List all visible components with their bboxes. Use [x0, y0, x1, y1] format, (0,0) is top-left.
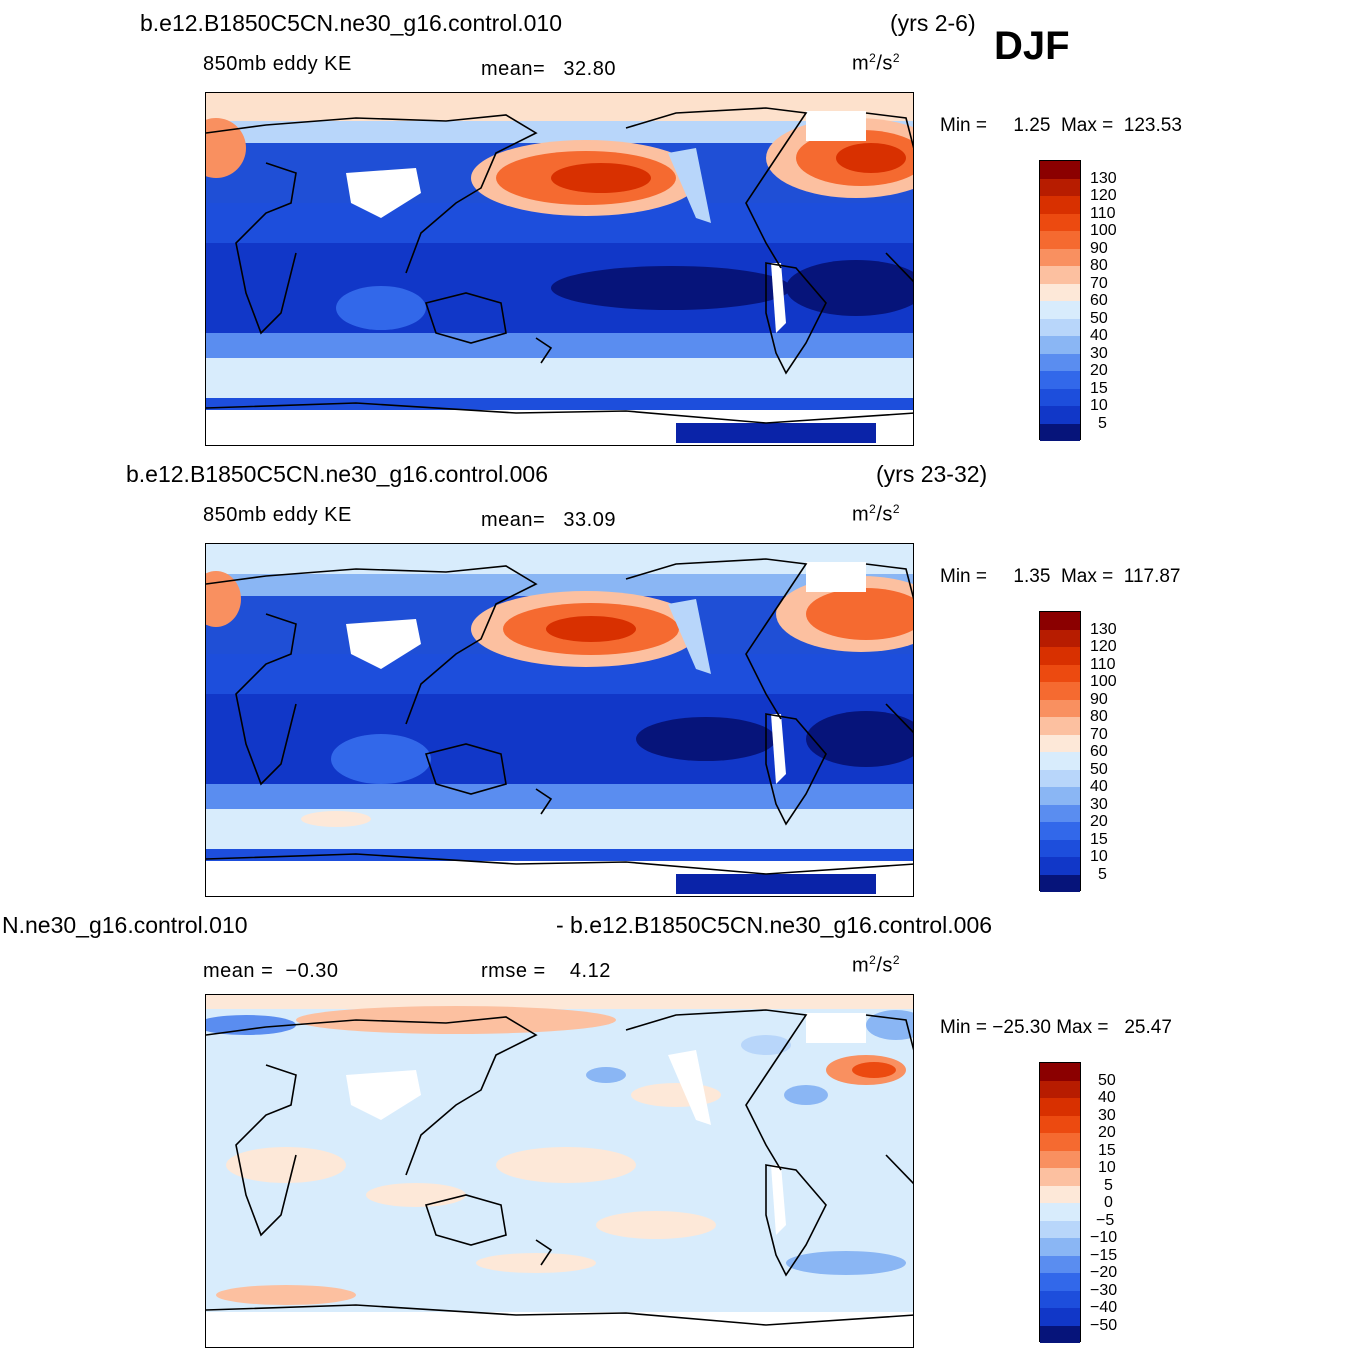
- panel2-variable: 850mb eddy KE: [203, 504, 352, 526]
- panel3-map: [205, 994, 914, 1348]
- panel1-cbar-label: 40: [1090, 327, 1108, 344]
- panel2-years: (yrs 23-32): [876, 461, 988, 487]
- panel1-cbar-label: 15: [1090, 380, 1108, 397]
- panel1-cbar-label: 110: [1090, 205, 1116, 222]
- panel2-cbar-label: 90: [1090, 691, 1108, 708]
- panel1-cbar-label: 10: [1090, 397, 1108, 414]
- panel3-minmax: Min = −25.30 Max = 25.47: [940, 1017, 1172, 1038]
- panel2-minmax: Min = 1.35 Max = 117.87: [940, 566, 1181, 587]
- panel1-map-field: [206, 93, 913, 445]
- panel3-cbar-label: 30: [1098, 1107, 1116, 1124]
- panel3-cbar-label: 20: [1098, 1124, 1116, 1141]
- panel3-cbar-label: −40: [1090, 1299, 1118, 1316]
- panel2-cbar-label: 80: [1090, 708, 1108, 725]
- panel2-cbar-label: 30: [1090, 796, 1108, 813]
- panel3-cbar-label: 15: [1098, 1142, 1116, 1159]
- panel3-cbar-label: −5: [1096, 1212, 1115, 1229]
- panel3-case-left: N.ne30_g16.control.010: [2, 912, 248, 938]
- panel1-cbar-label: 80: [1090, 257, 1108, 274]
- panel2-cbar-label: 50: [1090, 761, 1108, 778]
- panel2-units: m2/s2: [852, 502, 901, 526]
- panel1-mean: mean= 32.80: [481, 58, 616, 80]
- panel1-units: m2/s2: [852, 51, 901, 75]
- panel1-cbar-label: 20: [1090, 362, 1108, 379]
- panel2-cbar-label: 15: [1090, 831, 1108, 848]
- panel2-cbar-label: 130: [1090, 621, 1117, 638]
- panel1-cbar-label: 70: [1090, 275, 1108, 292]
- panel1-years: (yrs 2-6): [890, 10, 976, 36]
- panel2-cbar-label: 70: [1090, 726, 1108, 743]
- panel3-case-right: - b.e12.B1850C5CN.ne30_g16.control.006: [556, 912, 993, 938]
- panel1-map: [205, 92, 914, 446]
- panel2-cbar-label: 110: [1090, 656, 1116, 673]
- panel3-cbar-label: −15: [1090, 1247, 1118, 1264]
- panel1-cbar-label: 50: [1090, 310, 1108, 327]
- panel2-cbar-label: 120: [1090, 638, 1117, 655]
- panel3-cbar-label: 10: [1098, 1159, 1116, 1176]
- panel1-cbar-label: 130: [1090, 170, 1117, 187]
- panel1-cbar-label: 60: [1090, 292, 1108, 309]
- panel2-cbar-label: 60: [1090, 743, 1108, 760]
- panel3-cbar-label: −10: [1090, 1229, 1118, 1246]
- panel3-units: m2/s2: [852, 953, 901, 977]
- panel1-cbar-label: 30: [1090, 345, 1108, 362]
- panel2-case-title: b.e12.B1850C5CN.ne30_g16.control.006: [126, 461, 548, 487]
- panel2-colorbar: [1039, 611, 1081, 892]
- panel2-map-field: [206, 544, 913, 896]
- panel2-map: [205, 543, 914, 897]
- panel1-cbar-label: 100: [1090, 222, 1117, 239]
- panel2-cbar-label: 5: [1098, 866, 1107, 883]
- panel1-cbar-label: 5: [1098, 415, 1107, 432]
- panel2-cbar-label: 20: [1090, 813, 1108, 830]
- panel3-cbar-label: −30: [1090, 1282, 1118, 1299]
- panel1-minmax: Min = 1.25 Max = 123.53: [940, 115, 1182, 136]
- panel3-colorbar: [1039, 1062, 1081, 1343]
- panel2-cbar-label: 100: [1090, 673, 1117, 690]
- panel3-cbar-label: −20: [1090, 1264, 1118, 1281]
- panel3-map-field: [206, 995, 913, 1347]
- panel3-rmse: rmse = 4.12: [481, 960, 611, 982]
- panel3-cbar-label: 50: [1098, 1072, 1116, 1089]
- panel3-cbar-label: 40: [1098, 1089, 1116, 1106]
- panel1-colorbar: [1039, 160, 1081, 441]
- season-label: DJF: [994, 24, 1070, 68]
- panel2-cbar-label: 10: [1090, 848, 1108, 865]
- panel2-mean: mean= 33.09: [481, 509, 616, 531]
- panel3-cbar-label: −50: [1090, 1317, 1118, 1334]
- panel3-cbar-label: 5: [1104, 1177, 1113, 1194]
- panel1-cbar-label: 90: [1090, 240, 1108, 257]
- panel1-cbar-label: 120: [1090, 187, 1117, 204]
- panel2-cbar-label: 40: [1090, 778, 1108, 795]
- panel1-case-title: b.e12.B1850C5CN.ne30_g16.control.010: [140, 10, 562, 36]
- panel1-variable: 850mb eddy KE: [203, 53, 352, 75]
- panel3-cbar-label: 0: [1104, 1194, 1113, 1211]
- panel3-mean: mean = −0.30: [203, 960, 339, 982]
